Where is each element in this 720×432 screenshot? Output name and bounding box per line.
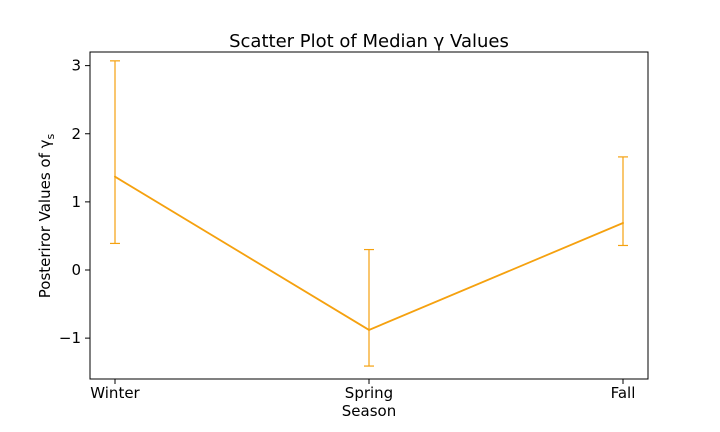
y-tick-label: 2 — [71, 125, 81, 143]
data-point — [368, 328, 370, 331]
y-tick-label: 3 — [71, 57, 81, 75]
x-axis-label: Season — [342, 402, 396, 420]
y-tick-label: 0 — [71, 261, 81, 279]
x-tick-label: Winter — [90, 384, 140, 402]
y-tick-label: −1 — [59, 329, 81, 347]
x-tick-label: Fall — [611, 384, 636, 402]
series-layer — [110, 60, 628, 367]
data-point — [622, 221, 624, 224]
y-axis-label-subscript: s — [44, 133, 57, 139]
y-axis-label-main: Posteriror Values of γ — [36, 139, 54, 298]
x-tick-label: Spring — [345, 384, 393, 402]
y-axis-label: Posteriror Values of γs — [36, 133, 57, 298]
chart-title: Scatter Plot of Median γ Values — [229, 31, 509, 52]
y-tick-label: 1 — [71, 193, 81, 211]
data-point — [114, 175, 116, 178]
y-axis-ticks: −1 0 1 2 3 — [59, 57, 90, 347]
x-axis-ticks: Winter Spring Fall — [90, 379, 635, 402]
